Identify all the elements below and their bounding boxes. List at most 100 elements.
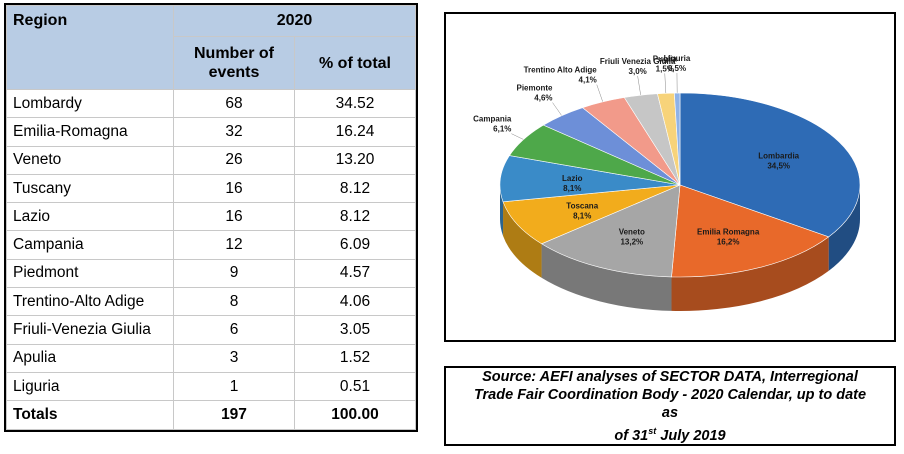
table-row: Tuscany 16 8.12 [6,173,416,204]
pie-value-trentino-alto-adige: 4,1% [579,76,597,85]
pie-side-emilia-romagna [671,236,829,311]
events-cell: 32 [173,117,295,147]
region-cell: Liguria [6,371,174,402]
events-cell: 9 [173,258,295,289]
pie-side-lombardia [828,185,860,271]
events-cell: 16 [173,202,295,232]
pct-header: % of total [294,36,416,90]
events-cell: 3 [173,343,295,373]
totals-events: 197 [173,400,295,430]
pie-label-piemonte: Piemonte [517,84,554,93]
table-row: Emilia-Romagna 32 16.24 [6,117,416,147]
pct-cell: 0.51 [294,371,416,402]
table-row: Campania 12 6.09 [6,230,416,260]
region-cell: Trentino-Alto Adige [6,287,174,317]
pie-value-lombardia: 34,5% [767,161,790,170]
pct-cell: 16.24 [294,117,416,147]
totals-label: Totals [6,400,174,430]
region-cell: Emilia-Romagna [6,117,174,147]
pie-slice-lazio [499,155,681,203]
pie-leader-trentino-alto-adige [596,84,604,102]
pie-side-toscana [503,201,542,278]
table-row: Veneto 26 13.20 [6,145,416,175]
events-cell: 68 [173,88,295,119]
region-header: Region [6,5,174,90]
region-events-table: Region 2020 Number of events % of total … [4,3,418,432]
events-header: Number of events [173,36,295,90]
pie-slice-veneto [540,184,681,278]
source-line3-suffix: July 2019 [656,427,726,444]
pie-value-veneto: 13,2% [620,237,643,246]
events-cell: 16 [173,173,295,204]
pie-label-emilia-romagna: Emilia Romagna [697,227,760,236]
pie-value-puglia: 1,5% [656,64,674,73]
pie-slice-emilia-romagna [671,184,830,278]
table-row: Lazio 16 8.12 [6,202,416,232]
pct-cell: 8.12 [294,173,416,204]
totals-pct: 100.00 [294,400,416,430]
source-line3-sup: st [648,425,657,436]
events-header-line1: Number of [194,45,274,62]
pie-slice-toscana [502,184,681,245]
region-cell: Apulia [6,343,174,373]
pie-side-lazio [500,185,504,236]
pie-label-toscana: Toscana [566,201,598,210]
pie-value-emilia-romagna: 16,2% [717,237,740,246]
source-note: Source: AEFI analyses of SECTOR DATA, In… [444,366,896,446]
region-cell: Veneto [6,145,174,175]
events-cell: 8 [173,287,295,317]
table-row: Liguria 1 0.51 [6,371,416,402]
pie-value-campania: 6,1% [493,125,511,134]
region-cell: Lombardy [6,88,174,119]
pie-slice-lombardia [679,92,861,238]
region-cell: Piedmont [6,258,174,289]
pie-slice-liguria [674,92,681,186]
region-cell: Tuscany [6,173,174,204]
pie-value-lazio: 8,1% [563,184,581,193]
pie-leader-campania [511,133,524,140]
events-header-line2: events [208,64,260,81]
region-cell: Lazio [6,202,174,232]
pie-leader-piemonte [552,102,562,116]
table-row: Piedmont 9 4.57 [6,258,416,289]
pct-cell: 6.09 [294,230,416,260]
pie-leader-friuli-venezia-giulia [637,75,641,96]
events-cell: 1 [173,371,295,402]
pct-cell: 34.52 [294,88,416,119]
pct-cell: 4.57 [294,258,416,289]
events-cell: 26 [173,145,295,175]
region-cell: Friuli-Venezia Giulia [6,315,174,345]
source-line1: Source: AEFI analyses of SECTOR DATA, In… [482,368,858,385]
events-cell: 6 [173,315,295,345]
pie-label-campania: Campania [473,115,512,124]
pct-cell: 13.20 [294,145,416,175]
region-cell: Campania [6,230,174,260]
pct-cell: 3.05 [294,315,416,345]
table-row: Friuli-Venezia Giulia 6 3.05 [6,315,416,345]
pie-label-lazio: Lazio [562,174,583,183]
pie-label-lombardia: Lombardia [758,151,799,160]
source-line2: Trade Fair Coordination Body - 2020 Cale… [473,386,867,421]
pie-value-liguria: 0,5% [668,64,686,73]
pie-chart-panel: Lombardia 34,5% Emilia Romagna 16,2% Veneto 1… [444,12,896,342]
year-header: 2020 [173,5,416,37]
pct-cell: 1.52 [294,343,416,373]
pct-cell: 4.06 [294,287,416,317]
pie-leader-puglia [664,73,667,94]
source-text: Source: AEFI analyses of SECTOR DATA, In… [446,368,894,445]
pie-label-puglia: Puglia [653,54,678,63]
pct-cell: 8.12 [294,202,416,232]
table-row: Trentino-Alto Adige 8 4.06 [6,287,416,317]
pie-side-veneto [541,243,672,311]
pie-value-friuli-venezia-giulia: 3,0% [629,67,647,76]
pie-label-veneto: Veneto [619,227,645,236]
table-row: Lombardy 68 34.52 [6,88,416,119]
pie-value-piemonte: 4,6% [534,94,552,103]
totals-row: Totals 197 100.00 [6,400,416,430]
pie-label-liguria: Liguria [664,54,691,63]
pie-label-trentino-alto-adige: Trentino Alto Adige [524,66,598,75]
table-row: Apulia 3 1.52 [6,343,416,373]
pie-label-friuli-venezia-giulia: Friuli Venezia Giulia [600,57,676,66]
source-line3-prefix: of 31 [614,427,649,444]
